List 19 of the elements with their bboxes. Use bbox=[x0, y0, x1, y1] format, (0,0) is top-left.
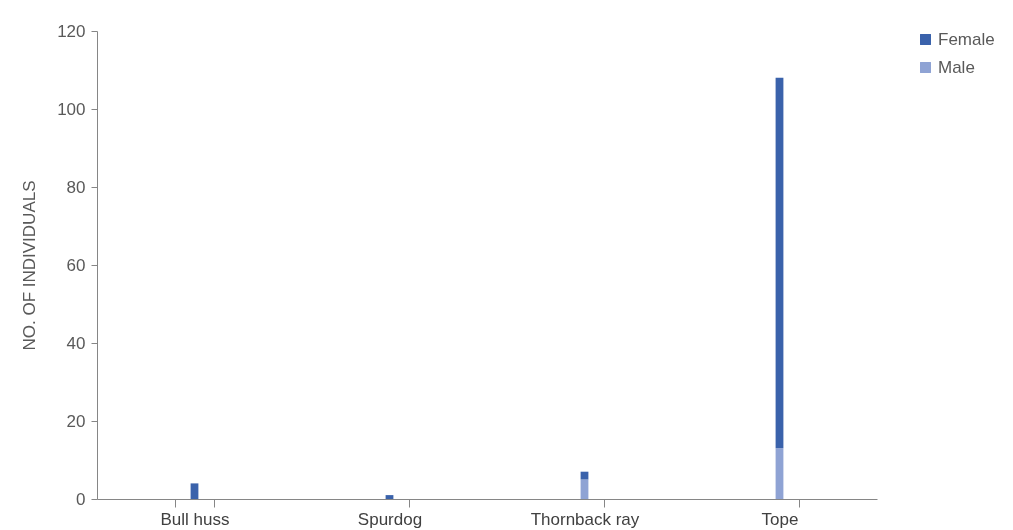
legend-label: Male bbox=[938, 57, 975, 77]
x-tick-label: Thornback ray bbox=[530, 509, 640, 529]
y-tick-label: 80 bbox=[66, 177, 86, 197]
legend-label: Female bbox=[938, 29, 995, 49]
y-tick-label: 100 bbox=[57, 99, 86, 119]
y-tick-label: 20 bbox=[66, 411, 86, 431]
x-tick-label: Tope bbox=[761, 509, 799, 529]
bar bbox=[775, 77, 784, 449]
x-tick-label: Spurdog bbox=[357, 509, 423, 529]
bar bbox=[580, 471, 589, 480]
bar bbox=[385, 495, 394, 499]
y-tick-label: 40 bbox=[66, 333, 86, 353]
y-axis-title: NO. OF INDIVIDUALS bbox=[20, 180, 40, 351]
bar bbox=[190, 483, 199, 499]
y-tick-label: 0 bbox=[76, 489, 86, 509]
x-tick-label: Bull huss bbox=[160, 509, 230, 529]
y-tick-label: 120 bbox=[57, 21, 86, 41]
bar bbox=[775, 448, 784, 499]
y-tick-label: 60 bbox=[66, 255, 86, 275]
